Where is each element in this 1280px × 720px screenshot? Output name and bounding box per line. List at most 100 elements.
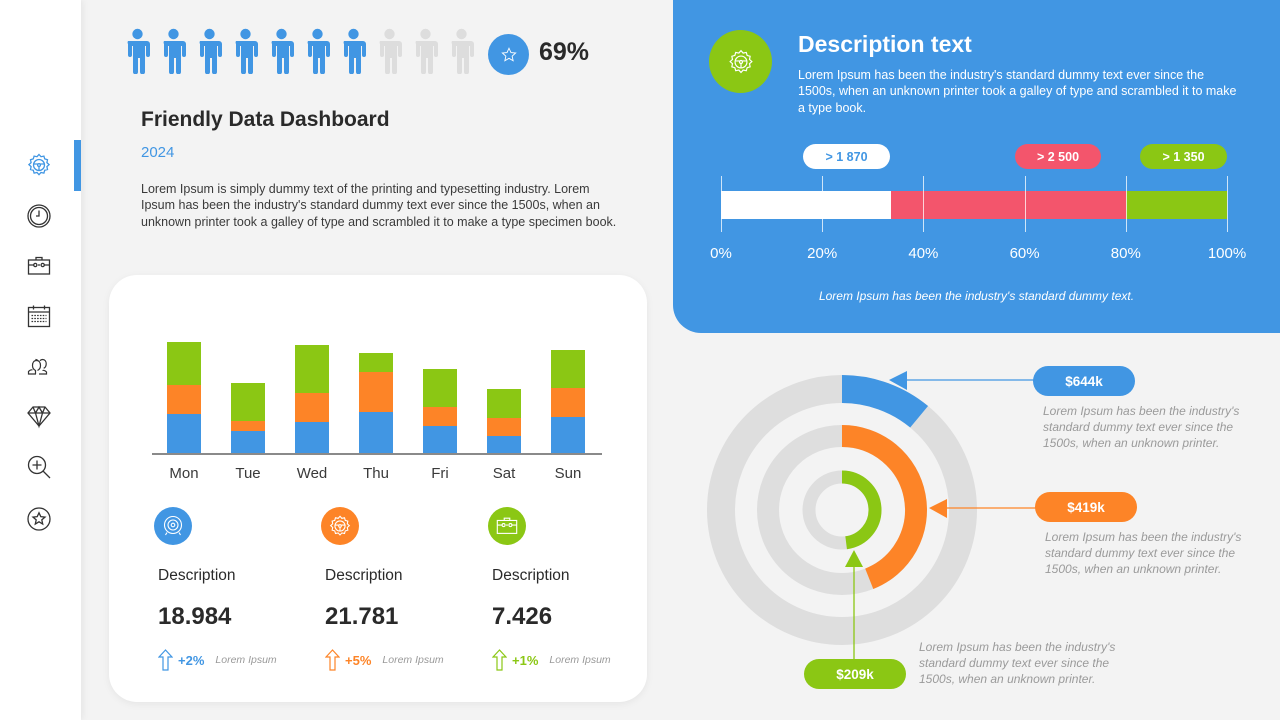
stat-change: +1% [512, 652, 539, 668]
stat-value: 21.781 [325, 603, 399, 630]
stat-card-3: Description 7.426 +1% Lorem Ipsum [443, 507, 611, 671]
scale-segment [721, 191, 891, 219]
panel-footer: Lorem Ipsum has been the industry's stan… [818, 289, 1135, 303]
stat-trend: +1% Lorem Ipsum [492, 649, 611, 671]
toolbox-icon [27, 256, 51, 275]
stat-icon-circle [321, 507, 359, 545]
sidebar-item-tools[interactable] [25, 252, 53, 280]
bar-tue [231, 383, 265, 455]
stat-card-1: Description 18.984 +2% Lorem Ipsum [109, 507, 277, 671]
scale-tick [822, 176, 824, 232]
callout-value-2: $419k [1035, 492, 1137, 522]
diamond-icon [27, 405, 51, 429]
sidebar-active-indicator [74, 140, 81, 191]
arrow-up-icon [158, 649, 173, 671]
scale-tick [721, 176, 722, 232]
sidebar [0, 0, 81, 720]
bar-segment [359, 412, 393, 455]
sidebar-item-time[interactable] [25, 202, 53, 230]
page-year: 2024 [141, 144, 175, 161]
callout-text-1: Lorem Ipsum has been the industry's stan… [1043, 404, 1240, 450]
person-icon [448, 28, 475, 74]
calendar-icon [27, 305, 51, 328]
gear-steering-icon [728, 49, 753, 73]
clock-icon [27, 204, 51, 228]
sidebar-item-calendar[interactable] [25, 302, 53, 330]
person-icon [412, 28, 439, 74]
stat-icon-circle [488, 507, 526, 545]
stat-trend: +5% Lorem Ipsum [325, 649, 444, 671]
bar-segment [295, 422, 329, 455]
bar-segment [487, 418, 521, 436]
range-pill-1: > 1 870 [803, 144, 890, 169]
x-axis-label: Sat [492, 465, 516, 482]
person-icon [196, 28, 223, 74]
panel-icon-circle [709, 30, 772, 93]
gear-steering-icon [27, 153, 51, 176]
stat-value: 18.984 [158, 603, 232, 630]
sidebar-item-premium[interactable] [25, 402, 53, 430]
bar-segment [295, 393, 329, 422]
stat-card-2: Description 21.781 +5% Lorem Ipsum [276, 507, 444, 671]
callout-text-2: Lorem Ipsum has been the industry's stan… [1045, 530, 1242, 576]
sidebar-item-users[interactable] [25, 352, 53, 380]
person-icon [340, 28, 367, 74]
stat-value: 7.426 [492, 603, 553, 630]
scale-tick [923, 176, 925, 232]
gear-steering-icon [329, 515, 351, 536]
x-axis-label: Sun [554, 465, 582, 482]
sidebar-item-settings[interactable] [25, 151, 53, 179]
scale-tick-label: 100% [1207, 245, 1247, 262]
arrow-up-icon [325, 649, 340, 671]
stat-label: Description [158, 567, 236, 584]
stacked-bar-chart [152, 315, 602, 455]
stat-change: +5% [345, 652, 372, 668]
people-percent: 69% [539, 38, 590, 66]
percent-badge [488, 34, 529, 75]
scale-tick [1024, 176, 1026, 232]
callout-text-3: Lorem Ipsum has been the industry's stan… [919, 640, 1116, 686]
x-axis-label: Mon [169, 465, 199, 482]
scale-tick-label: 40% [908, 245, 939, 262]
bar-sun [551, 350, 585, 455]
sidebar-item-zoom[interactable] [25, 453, 53, 481]
radial-ring-chart [707, 375, 977, 645]
bar-segment [487, 389, 521, 418]
scale-tick-label: 60% [1009, 245, 1040, 262]
person-icon [124, 28, 151, 74]
bar-segment [167, 414, 201, 455]
people-meter [124, 28, 475, 74]
stat-note: Lorem Ipsum [382, 654, 444, 666]
bar-mon [167, 342, 201, 455]
bar-segment [167, 342, 201, 385]
toolbox-icon [496, 517, 518, 534]
callout-value-3: $209k [804, 659, 906, 689]
bar-wed [295, 345, 329, 455]
person-icon [232, 28, 259, 74]
stat-change: +2% [178, 652, 205, 668]
bar-segment [423, 407, 457, 426]
scale-tick [1227, 176, 1228, 232]
sidebar-item-favorites[interactable] [25, 505, 53, 533]
star-icon [27, 507, 51, 531]
bar-fri [423, 369, 457, 455]
target-icon [163, 515, 183, 536]
stat-label: Description [492, 567, 570, 584]
x-axis-label: Thu [363, 465, 389, 482]
bar-segment [231, 421, 265, 431]
bar-segment [231, 383, 265, 421]
scale-segment [1125, 191, 1227, 219]
person-icon [304, 28, 331, 74]
bar-segment [295, 345, 329, 393]
description-panel: Description text Lorem Ipsum has been th… [673, 0, 1280, 333]
bar-segment [231, 431, 265, 455]
scale-tick [1125, 176, 1127, 232]
bar-segment [359, 353, 393, 372]
panel-title: Description text [798, 31, 972, 57]
chart-baseline [152, 453, 602, 455]
x-axis-label: Tue [235, 465, 261, 482]
stat-icon-circle [154, 507, 192, 545]
intro-text: Lorem Ipsum is simply dummy text of the … [141, 182, 617, 229]
stat-label: Description [325, 567, 403, 584]
person-icon [160, 28, 187, 74]
